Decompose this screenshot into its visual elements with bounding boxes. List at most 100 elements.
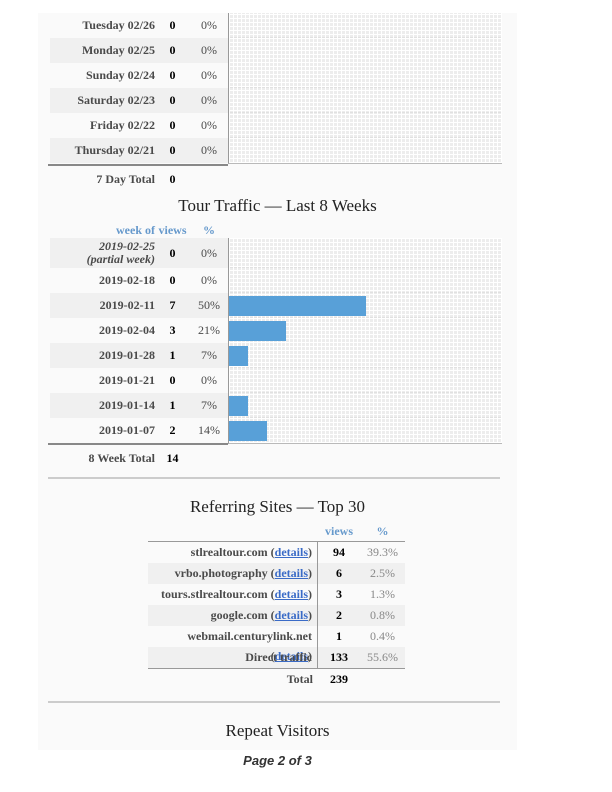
week-row: 2019-01-28 1 7% [50,343,228,368]
report-content: Tuesday 02/26 0 0% Monday 02/25 0 0% Sunday 02… [38,13,517,750]
referrer-views: 133 [330,650,348,664]
week-views: 0 [169,245,176,260]
details-link[interactable]: details [274,587,308,601]
week-views: 0 [169,373,176,387]
week-row: 2019-01-21 0 0% [50,368,228,393]
week-table-header: week of views % [50,222,228,238]
week-total-row: 8 Week Total 14 [48,443,228,466]
week-section-title: Tour Traffic — Last 8 Weeks [178,196,377,215]
referring-views-header: views [325,524,353,538]
day-views: 0 [169,18,176,32]
day-row: Thursday 02/21 0 0% [50,138,228,163]
week-row: 2019-02-11 7 50% [50,293,228,318]
referring-total-label: Total [286,672,313,686]
day-percent: 0% [201,18,217,32]
week-of-header: week of [116,222,155,237]
week-views-bar [229,296,366,316]
day-label: Saturday 02/23 [77,93,155,107]
referrer-site: Direct traffic [148,647,318,668]
day-percent: 0% [201,43,217,57]
week-label: 2019-01-14 [99,398,155,412]
section-divider [48,701,500,703]
week-views: 0 [169,273,176,287]
week-views-bar [229,396,248,416]
day-row: Sunday 02/24 0 0% [50,63,228,88]
day-views: 0 [169,143,176,157]
referrer-views: 94 [333,545,345,559]
site-header-spacer [148,523,318,539]
day-total-row: 7 Day Total 0 [48,164,228,187]
day-views: 0 [169,118,176,132]
referrer-site: google.com (details) [148,605,318,626]
referrer-row: vrbo.photography (details) 6 2.5% [148,563,405,584]
day-chart-grid [228,13,502,164]
week-percent: 0% [201,273,217,287]
day-views: 0 [169,68,176,82]
day-percent: 0% [201,118,217,132]
referrer-percent: 1.3% [370,587,395,601]
week-row: 2019-02-25 (partial week) 0 0% [50,238,228,268]
day-percent: 0% [201,68,217,82]
day-label: Sunday 02/24 [85,68,155,82]
day-label: Friday 02/22 [90,118,155,132]
week-label: 2019-02-25 (partial week) [86,239,155,266]
week-views: 7 [169,298,176,312]
referrer-site: stlrealtour.com (details) [148,542,318,563]
week-percent: 21% [198,323,220,337]
referrer-row: Direct traffic 133 55.6% [148,647,405,668]
details-link[interactable]: details [274,649,308,663]
day-row: Saturday 02/23 0 0% [50,88,228,113]
week-label: 2019-01-28 [99,348,155,362]
referrer-percent: 39.3% [367,545,398,559]
week-row: 2019-01-14 1 7% [50,393,228,418]
day-label: Thursday 02/21 [74,143,155,157]
referring-table-header: views % [148,523,405,539]
week-label: 2019-02-18 [99,273,155,287]
referrer-views: 1 [336,629,342,643]
week-views: 1 [169,398,176,412]
details-link[interactable]: details [274,545,308,559]
details-link[interactable]: details [274,566,308,580]
referrer-percent: 0.8% [370,608,395,622]
week-percent: 14% [198,423,220,437]
week-views: 2 [169,423,176,437]
referrer-row: tours.stlrealtour.com (details) 3 1.3% [148,584,405,605]
week-total-views: 14 [166,451,179,465]
referring-section-title: Referring Sites — Top 30 [189,497,366,516]
day-total-views: 0 [169,172,176,186]
week-views-bar [229,346,248,366]
referrer-row: google.com (details) 2 0.8% [148,605,405,626]
details-link[interactable]: details [274,608,308,622]
week-row: 2019-02-04 3 21% [50,318,228,343]
views-header: views [158,222,187,237]
page-number: Page 2 of 3 [243,753,312,768]
day-row: Monday 02/25 0 0% [50,38,228,63]
section-divider [48,477,500,479]
referrer-views: 6 [336,566,342,580]
referring-table: stlrealtour.com (details) 94 39.3% vrbo.pho… [148,541,405,669]
percent-header: % [203,222,215,237]
week-row: 2019-02-18 0 0% [50,268,228,293]
week-total-label: 8 Week Total [88,451,155,465]
referrer-percent: 2.5% [370,566,395,580]
week-percent: 0% [201,245,217,260]
week-label: 2019-01-07 [99,423,155,437]
day-label: Monday 02/25 [81,43,155,57]
week-views-bar [229,321,286,341]
week-label: 2019-02-11 [99,298,155,312]
referrer-site: webmail.centurylink.net (details) [148,626,318,663]
referrer-views: 3 [336,587,342,601]
week-percent: 0% [201,373,217,387]
day-label: Tuesday 02/26 [82,18,155,32]
day-views: 0 [169,43,176,57]
week-views-bar [229,421,267,441]
day-row: Tuesday 02/26 0 0% [50,13,228,38]
week-percent: 7% [201,398,217,412]
referrer-percent: 55.6% [367,650,398,664]
referrer-views: 2 [336,608,342,622]
week-chart-grid [228,238,502,444]
week-views: 3 [169,323,176,337]
week-percent: 50% [198,298,220,312]
week-label: 2019-02-04 [99,323,155,337]
day-row: Friday 02/22 0 0% [50,113,228,138]
